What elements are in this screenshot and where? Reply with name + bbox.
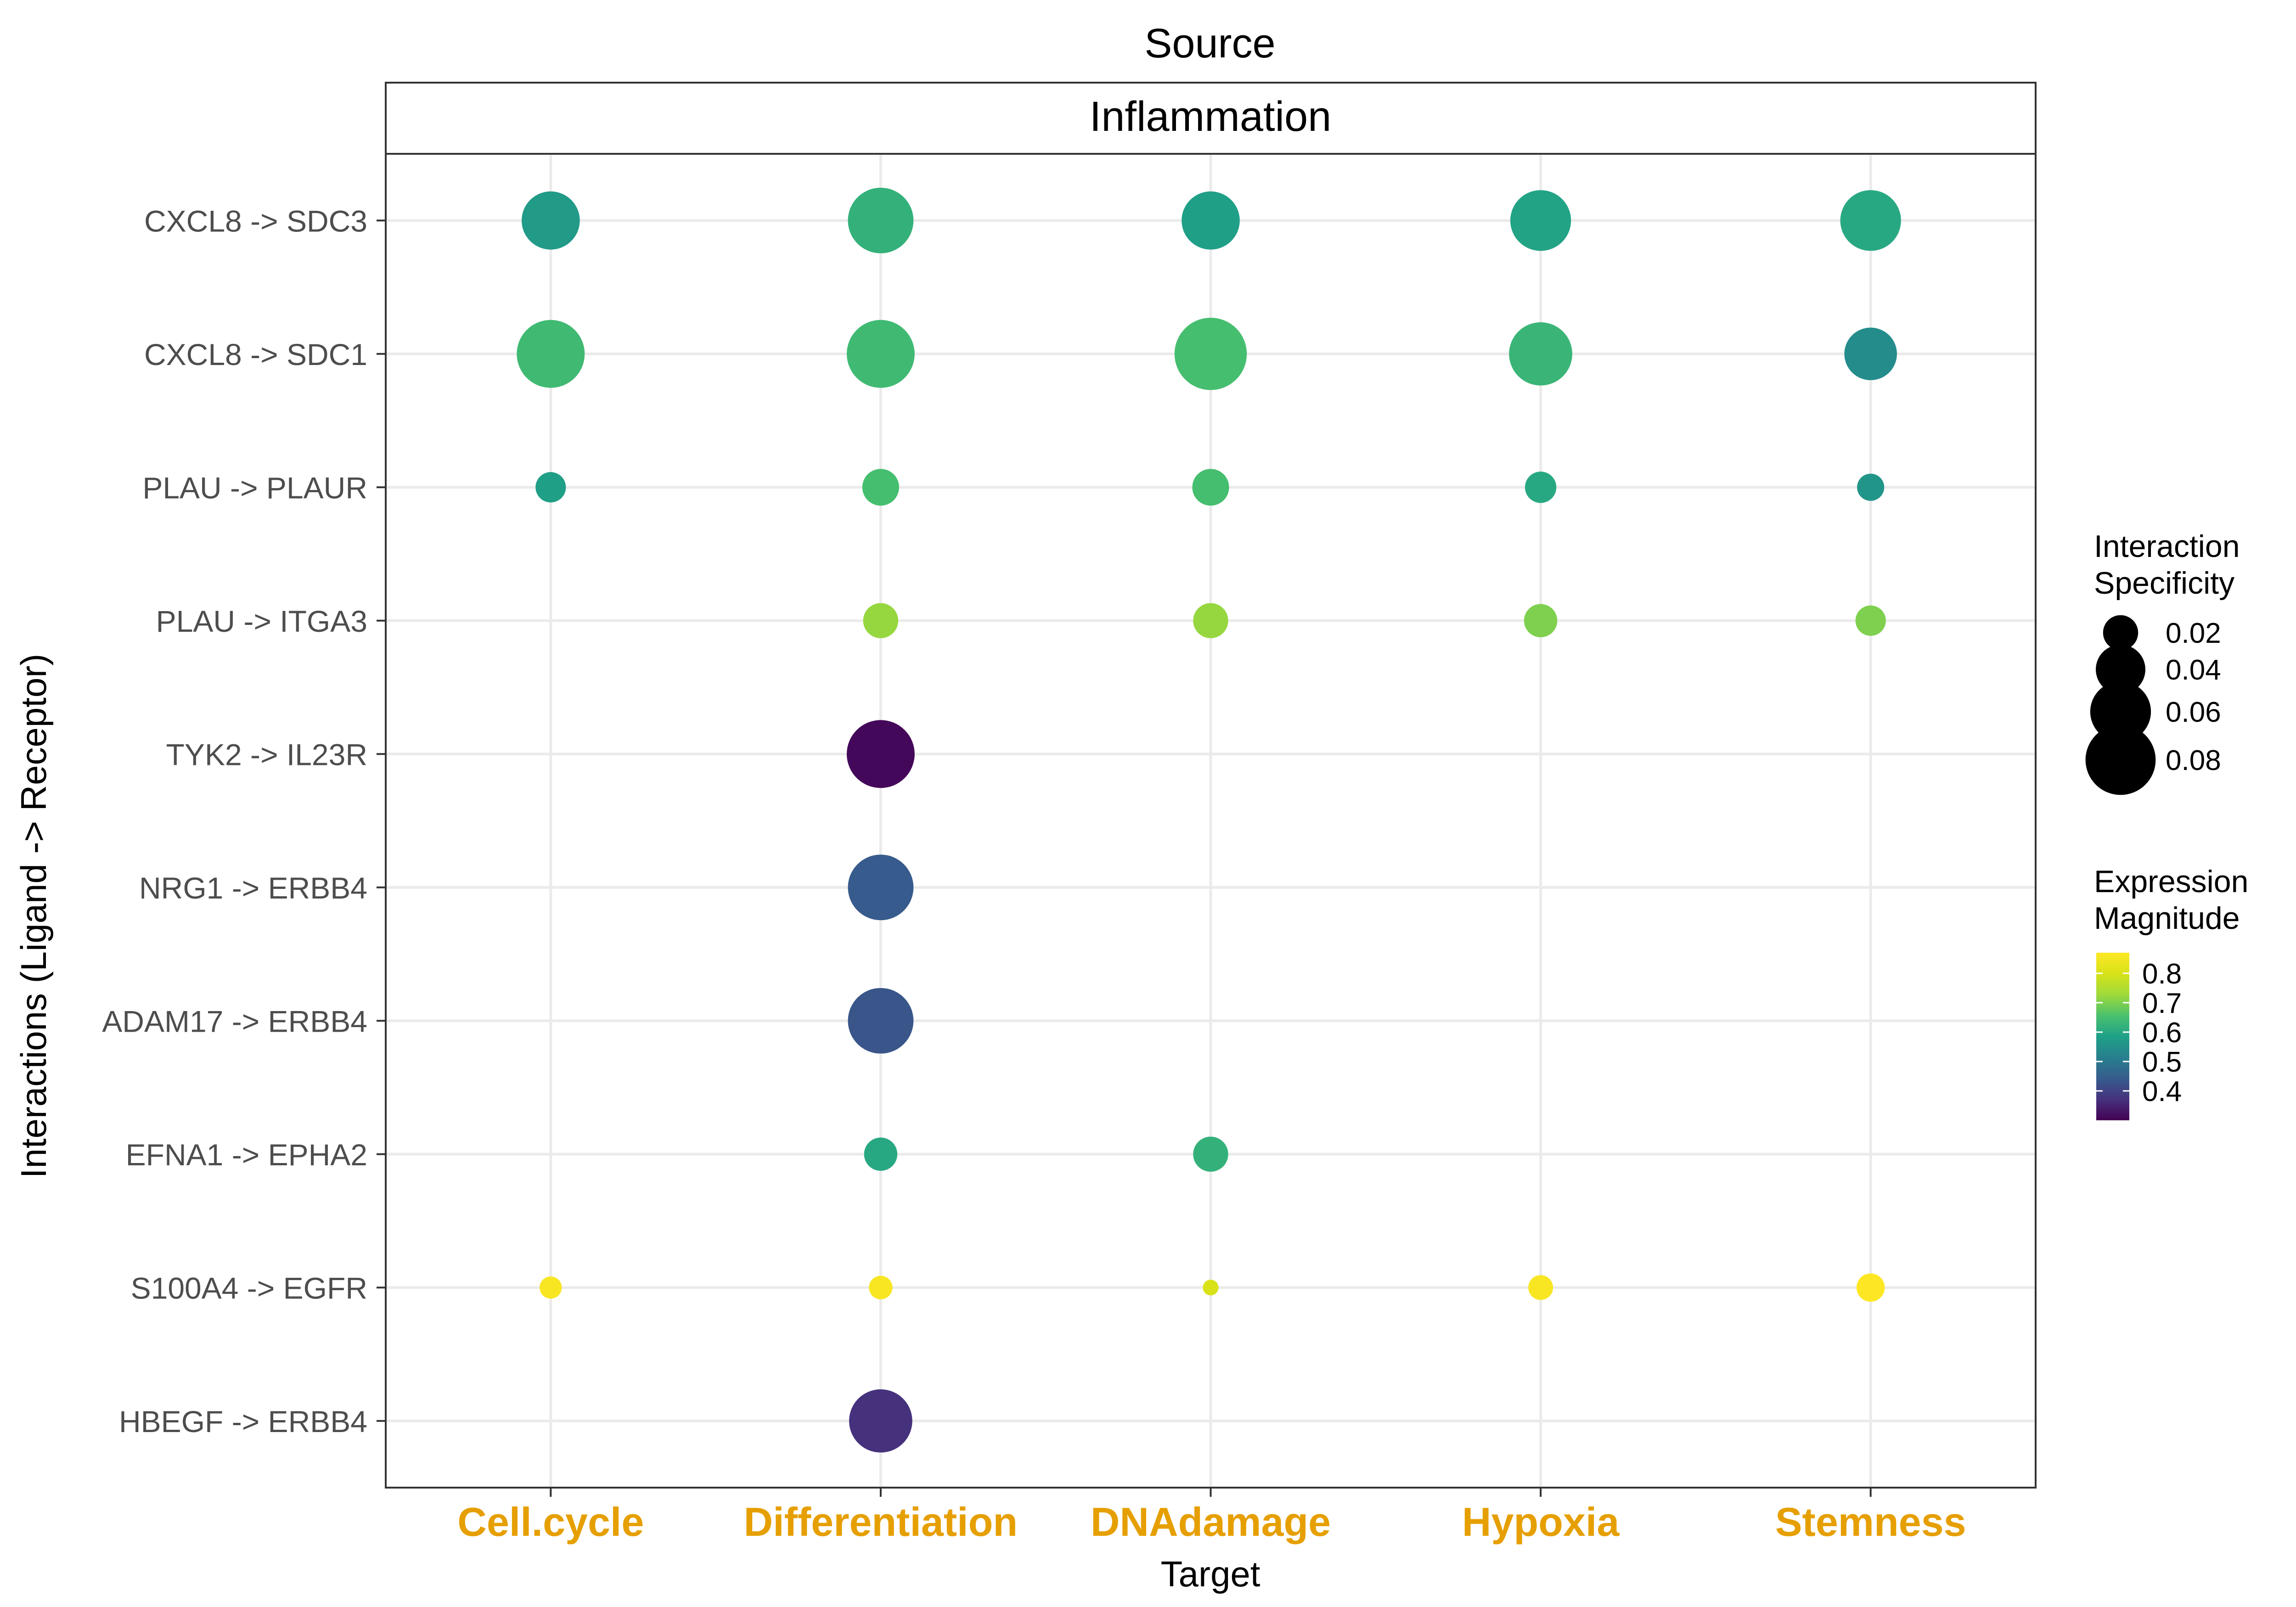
point-s100a4-egfr-cell-cycle (540, 1276, 562, 1299)
point-plau-itga3-dnadamage (1193, 603, 1228, 638)
colorbar-label: 0.5 (2142, 1046, 2182, 1078)
point-tyk2-il23r-differentiation (846, 720, 915, 788)
facet-label: Inflammation (1090, 93, 1332, 140)
colorbar-label: 0.7 (2142, 988, 2182, 1019)
colorbar (2096, 953, 2129, 1120)
point-plau-plaur-cell-cycle (535, 472, 566, 503)
point-efna1-epha2-dnadamage (1193, 1136, 1228, 1172)
point-cxcl8-sdc1-cell-cycle (517, 320, 585, 388)
size-legend: Interaction Specificity 0.02 0.04 0.06 0.08 (2085, 529, 2240, 795)
point-plau-plaur-differentiation (862, 469, 899, 506)
size-legend-title-line1: Interaction (2094, 529, 2240, 564)
point-s100a4-egfr-dnadamage (1203, 1280, 1219, 1296)
point-cxcl8-sdc1-hypoxia (1509, 322, 1572, 386)
point-cxcl8-sdc3-dnadamage (1182, 191, 1240, 250)
y-tick-label: PLAU -> PLAUR (142, 471, 367, 505)
y-axis: CXCL8 -> SDC3 CXCL8 -> SDC1 PLAU -> PLAUR P… (102, 204, 386, 1438)
size-legend-key (2085, 725, 2156, 795)
point-s100a4-egfr-differentiation (869, 1275, 893, 1299)
x-tick-label: Stemness (1775, 1499, 1966, 1545)
color-legend: Expression Magnitude 0.80.70.60.50.4 (2094, 864, 2248, 1120)
colorbar-label: 0.8 (2142, 958, 2182, 990)
point-cxcl8-sdc3-stemness (1840, 190, 1901, 251)
y-tick-label: EFNA1 -> EPHA2 (126, 1138, 367, 1172)
x-tick-label: Differentiation (744, 1499, 1018, 1545)
point-cxcl8-sdc3-hypoxia (1510, 190, 1571, 251)
size-legend-label: 0.06 (2166, 697, 2221, 728)
point-plau-itga3-stemness (1855, 605, 1886, 636)
y-tick-label: HBEGF -> ERBB4 (119, 1405, 367, 1438)
point-cxcl8-sdc3-differentiation (848, 187, 914, 253)
size-legend-label: 0.02 (2166, 618, 2221, 649)
point-adam17-erbb4-differentiation (848, 988, 914, 1054)
y-tick-label: PLAU -> ITGA3 (156, 604, 367, 638)
point-plau-plaur-hypoxia (1525, 472, 1557, 503)
chart-title: Source (1144, 21, 1275, 67)
point-cxcl8-sdc1-stemness (1844, 327, 1897, 381)
size-legend-key (2090, 681, 2151, 742)
x-tick-label: Hypoxia (1462, 1499, 1620, 1545)
size-legend-title-line2: Specificity (2094, 566, 2234, 601)
point-plau-plaur-dnadamage (1192, 469, 1229, 506)
point-s100a4-egfr-stemness (1856, 1273, 1885, 1302)
y-tick-label: ADAM17 -> ERBB4 (102, 1004, 367, 1038)
point-plau-itga3-differentiation (863, 603, 899, 638)
size-legend-key (2103, 615, 2138, 651)
point-plau-plaur-stemness (1857, 473, 1885, 501)
size-legend-label: 0.04 (2166, 654, 2221, 686)
x-tick-label: Cell.cycle (457, 1499, 644, 1545)
color-legend-title-line1: Expression (2094, 864, 2248, 899)
point-s100a4-egfr-hypoxia (1528, 1275, 1553, 1300)
x-tick-label: DNAdamage (1091, 1499, 1331, 1545)
y-tick-label: S100A4 -> EGFR (131, 1271, 367, 1305)
x-axis-title: Target (1161, 1554, 1261, 1594)
size-legend-key (2096, 645, 2145, 694)
y-tick-label: TYK2 -> IL23R (166, 737, 367, 771)
x-axis: Cell.cycle Differentiation DNAdamage Hypoxi… (457, 1488, 1966, 1545)
size-legend-label: 0.08 (2166, 745, 2221, 776)
point-efna1-epha2-differentiation (864, 1137, 898, 1171)
point-nrg1-erbb4-differentiation (848, 854, 914, 921)
colorbar-label: 0.6 (2142, 1017, 2182, 1049)
y-tick-label: CXCL8 -> SDC3 (144, 204, 367, 238)
point-cxcl8-sdc1-differentiation (846, 320, 915, 388)
point-plau-itga3-hypoxia (1524, 604, 1558, 637)
data-points (517, 187, 1901, 1453)
point-cxcl8-sdc1-dnadamage (1174, 318, 1247, 390)
y-tick-label: NRG1 -> ERBB4 (139, 871, 367, 905)
y-axis-title: Interactions (Ligand -> Receptor) (13, 654, 54, 1178)
point-cxcl8-sdc3-cell-cycle (521, 191, 580, 250)
colorbar-label: 0.4 (2142, 1076, 2182, 1107)
point-hbegf-erbb4-differentiation (849, 1389, 912, 1453)
y-tick-label: CXCL8 -> SDC1 (144, 337, 367, 371)
color-legend-title-line2: Magnitude (2094, 901, 2240, 936)
facet-strip (385, 82, 2037, 155)
